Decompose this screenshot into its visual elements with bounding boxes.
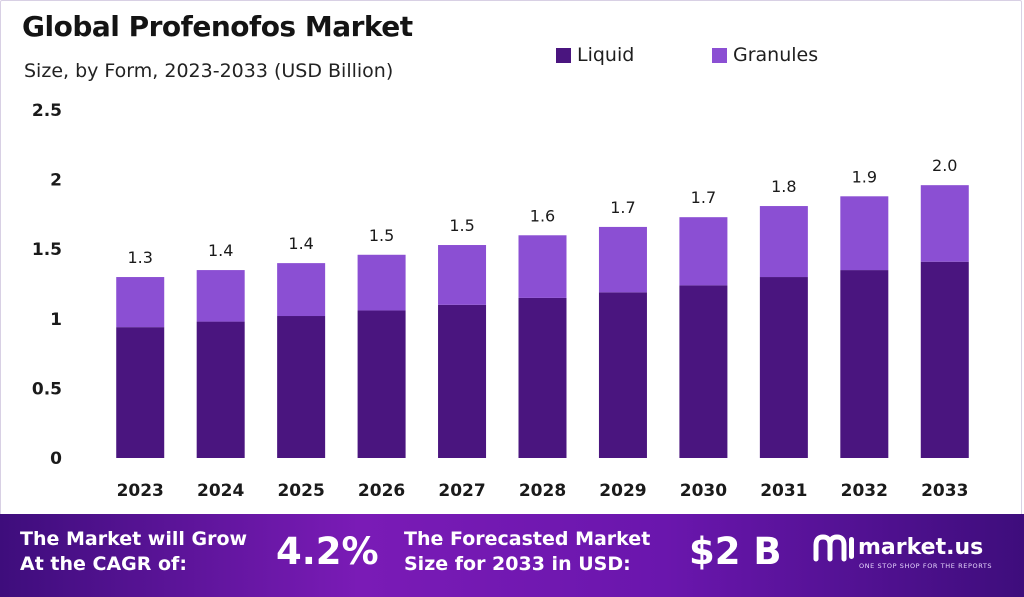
x-tick-label: 2030: [680, 481, 727, 501]
bar-segment-liquid: [759, 277, 808, 458]
legend-swatch-liquid: [556, 47, 571, 63]
bar-segment-liquid: [196, 321, 245, 458]
bar-total-label: 1.5: [369, 226, 394, 245]
x-tick-label: 2026: [358, 481, 405, 501]
y-tick-label: 0: [50, 449, 62, 469]
bar-segment-granules: [438, 245, 487, 305]
bar-segment-granules: [518, 235, 567, 298]
bar-segment-liquid: [598, 292, 647, 458]
legend-item-liquid: Liquid: [556, 44, 634, 66]
y-tick-label: 2.5: [32, 101, 62, 121]
y-tick-label: 2: [50, 171, 62, 191]
y-tick-label: 1.5: [32, 240, 62, 260]
forecast-value: $2 B: [689, 530, 782, 573]
y-tick-label: 1: [50, 310, 62, 330]
brand-logo: market.us ONE STOP SHOP FOR THE REPORTS: [812, 529, 1012, 575]
x-tick-label: 2024: [197, 481, 244, 501]
bar-segment-granules: [277, 263, 326, 317]
x-tick-label: 2029: [599, 481, 646, 501]
market-us-logo-icon: [813, 534, 854, 562]
cagr-value: 4.2%: [276, 530, 379, 573]
brand-tagline: ONE STOP SHOP FOR THE REPORTS: [859, 562, 993, 570]
bar-segment-granules: [357, 254, 406, 311]
bar-chart: 0 0.5 1 1.5 2 2.5 1.3 2023 1.4 2024 1.4 2025 1.5 2026…: [32, 101, 969, 501]
bar-total-label: 1.7: [691, 188, 716, 207]
bar-total-label: 1.7: [610, 198, 635, 217]
x-tick-label: 2033: [921, 481, 968, 501]
forecast-label-line1: The Forecasted Market: [404, 528, 651, 550]
bar-total-label: 1.6: [530, 206, 555, 225]
bar-total-label: 1.4: [288, 234, 313, 253]
bar-total-label: 1.8: [771, 177, 796, 196]
bar-segment-granules: [759, 206, 808, 278]
x-tick-label: 2028: [519, 481, 566, 501]
bar-segment-liquid: [518, 297, 567, 458]
cagr-label-line2: At the CAGR of:: [20, 553, 187, 575]
legend-label-liquid: Liquid: [577, 44, 635, 66]
bar-segment-liquid: [116, 327, 165, 458]
x-tick-label: 2032: [841, 481, 888, 501]
x-tick-label: 2025: [277, 481, 324, 501]
bar-segment-granules: [840, 196, 889, 271]
bar-total-label: 1.5: [449, 216, 474, 235]
bar-total-label: 1.4: [208, 241, 233, 260]
legend-label-granules: Granules: [733, 44, 819, 66]
brand-name: market.us: [858, 535, 984, 560]
bar-segment-granules: [196, 270, 245, 322]
bar-segment-granules: [679, 217, 728, 286]
x-tick-label: 2031: [760, 481, 807, 501]
bar-segment-liquid: [357, 310, 406, 458]
x-tick-label: 2027: [438, 481, 485, 501]
bar-segment-granules: [116, 277, 165, 328]
bar-segment-liquid: [438, 304, 487, 458]
bar-total-label: 1.9: [852, 167, 877, 186]
legend-swatch-granules: [712, 47, 727, 63]
bar-segment-liquid: [679, 285, 728, 458]
forecast-label-line2: Size for 2033 in USD:: [404, 553, 631, 575]
x-tick-label: 2023: [117, 481, 164, 501]
bar-segment-granules: [598, 226, 647, 293]
bar-segment-liquid: [277, 316, 326, 458]
bar-segment-liquid: [920, 261, 969, 458]
legend-item-granules: Granules: [712, 44, 818, 66]
bar-total-label: 1.3: [128, 248, 153, 267]
cagr-label-line1: The Market will Grow: [20, 528, 248, 550]
chart-title: Global Profenofos Market: [22, 10, 413, 43]
y-tick-label: 0.5: [32, 379, 62, 399]
bar-segment-granules: [920, 185, 969, 262]
bar-total-label: 2.0: [932, 156, 957, 175]
bar-segment-liquid: [840, 270, 889, 458]
chart-subtitle: Size, by Form, 2023-2033 (USD Billion): [24, 60, 394, 82]
